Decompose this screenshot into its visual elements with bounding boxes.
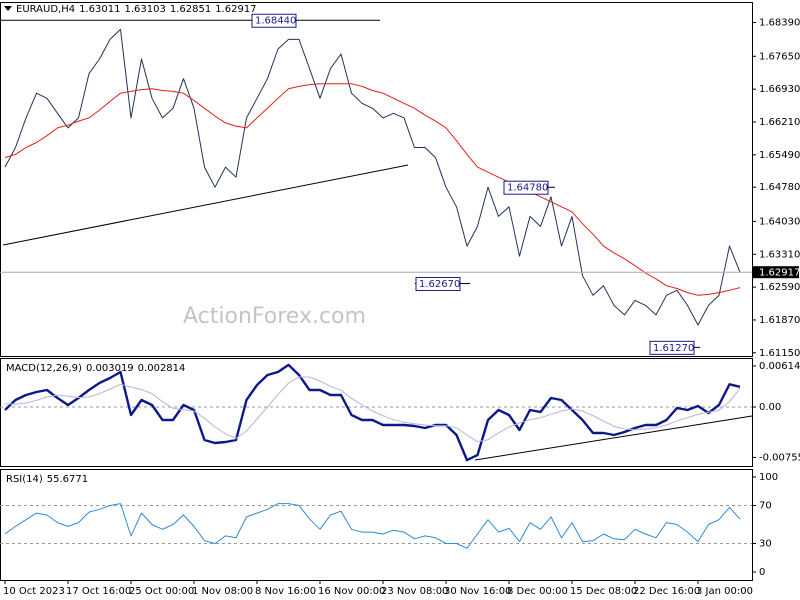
y-tick-label: 0.006144 [759,361,800,372]
series-line [4,363,741,462]
y-tick-label: 30 [759,539,772,550]
y-tick-label: -0.007555 [759,452,800,463]
close-price: 1.62917 [215,4,256,15]
x-tick-label: 22 Dec 16:00 [633,586,700,597]
y-tick-label: 1.64780 [759,182,800,193]
trend-line [2,164,409,246]
y-tick-label: 100 [759,472,778,483]
x-tick-label: 10 Oct 2023 [3,586,65,597]
x-tick-label: 1 Nov 08:00 [192,586,253,597]
y-tick-label: 1.65490 [759,150,800,161]
series-line [4,503,741,549]
x-tick-label: 15 Dec 08:00 [570,586,637,597]
open-price: 1.63011 [79,4,120,15]
y-tick-label: 1.67650 [759,51,800,62]
y-tick-label: 1.62590 [759,282,800,293]
current-price-box [753,266,799,279]
x-tick-label: 8 Nov 16:00 [255,586,316,597]
low-price: 1.62851 [170,4,211,15]
rsi-header: RSI(14) 55.6771 [6,474,88,485]
annotation-label: 1.64780 [507,183,548,194]
current-price-label: 1.62917 [759,268,800,279]
annotation-label: 1.68440 [255,16,296,27]
symbol: EURAUD,H4 [16,4,75,15]
macd-trend-line [474,415,753,461]
annotation-box [503,180,549,195]
panel-frame [0,2,753,357]
high-price: 1.63103 [124,4,165,15]
x-tick-label: 3 Jan 00:00 [696,586,753,597]
panel-frame [0,358,753,467]
annotation-box [251,13,297,28]
symbol-header: EURAUD,H4 1.63011 1.63103 1.62851 1.62917 [16,4,257,15]
y-tick-label: 1.61150 [759,348,800,359]
watermark: ActionForex.com [183,304,366,329]
annotation-box [649,340,695,355]
annotation-label: 1.61270 [653,343,694,354]
annotation-box [415,276,461,291]
x-tick-label: 16 Nov 00:00 [318,586,385,597]
rsi-value: 55.6771 [47,474,88,485]
x-tick-label: 30 Nov 16:00 [444,586,511,597]
series-line [4,376,741,443]
y-tick-label: 70 [759,500,772,511]
signal-value: 0.002814 [138,363,186,374]
y-tick-label: 1.66930 [759,84,800,95]
y-tick-label: 0.00 [759,402,781,413]
macd-title: MACD(12,26,9) [6,363,82,374]
y-tick-label: 0 [759,567,765,578]
rsi-title: RSI(14) [6,474,43,485]
annotation-label: 1.62670 [419,279,460,290]
panel-frame [0,469,753,581]
y-tick-label: 1.63310 [759,249,800,260]
series-line [4,83,741,296]
y-tick-label: 1.66210 [759,117,800,128]
menu-arrow [4,6,12,11]
x-tick-label: 17 Oct 16:00 [66,586,131,597]
macd-header: MACD(12,26,9) 0.003019 0.002814 [6,363,185,374]
y-tick-label: 1.61870 [759,315,800,326]
x-tick-label: 23 Nov 08:00 [381,586,448,597]
y-tick-label: 1.68390 [759,18,800,29]
series-line [4,28,741,326]
macd-value: 0.003019 [86,363,134,374]
x-tick-label: 25 Oct 00:00 [129,586,194,597]
x-tick-label: 8 Dec 00:00 [507,586,568,597]
y-tick-label: 1.64030 [759,216,800,227]
